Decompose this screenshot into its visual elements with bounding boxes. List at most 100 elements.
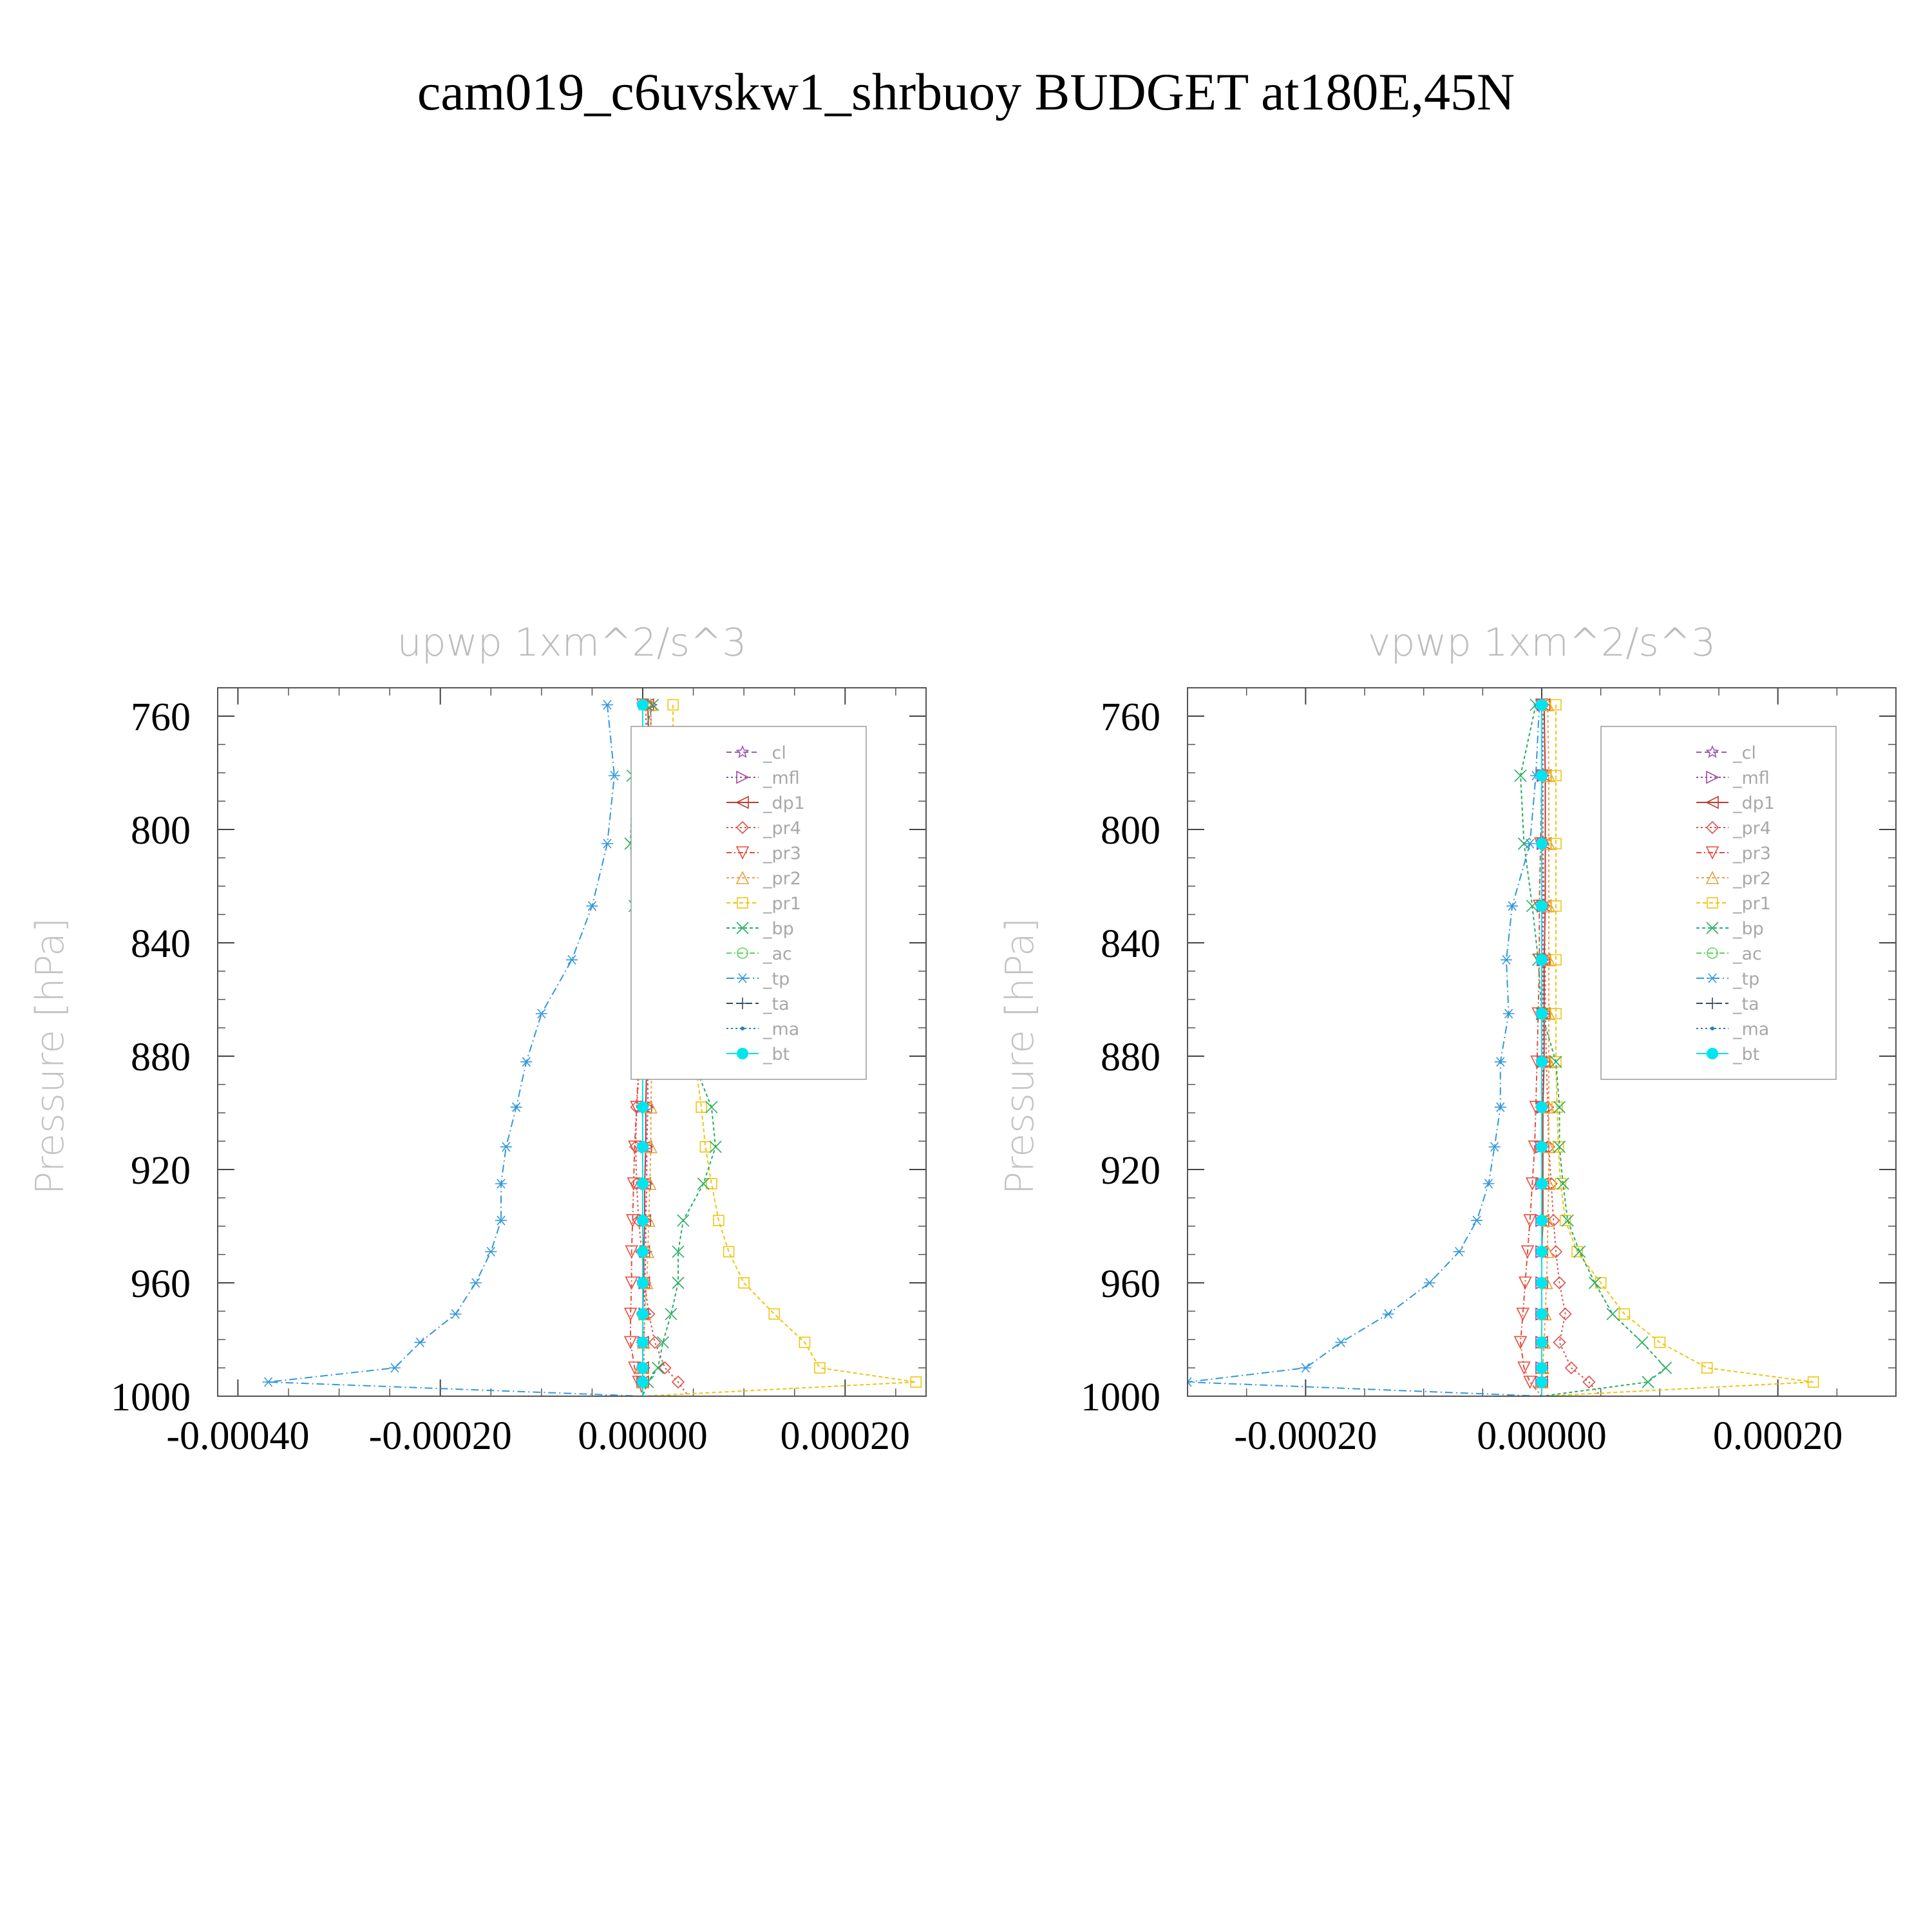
series-point-pr4 xyxy=(1558,1307,1572,1321)
vpwp-panel: vpwp 1xm^2/s^3 Pressure [hPa] 760 800 840 880… xyxy=(998,620,1897,1458)
series-point-pr3 xyxy=(1517,1361,1531,1375)
series-point-pr1 xyxy=(1550,954,1562,966)
legend-label: _cl xyxy=(762,743,786,763)
series-point-bt xyxy=(637,1376,649,1388)
series-point-tp xyxy=(500,1142,512,1152)
series-point-bp xyxy=(1549,1056,1562,1068)
series-point-tp xyxy=(1453,1247,1465,1257)
series-point-pr1 xyxy=(1571,1245,1583,1258)
y-tick-label: 960 xyxy=(1101,1262,1160,1306)
series-point-pr3 xyxy=(627,1177,641,1191)
series-point-bp xyxy=(1557,1177,1569,1190)
legend-label: _pr4 xyxy=(762,819,801,838)
series-point-pr3 xyxy=(1519,1276,1532,1290)
legend-label: _pr1 xyxy=(1732,894,1771,914)
legend-marker-ta xyxy=(737,998,748,1009)
series-point-pr3 xyxy=(1520,1245,1535,1259)
y-tick-label: 760 xyxy=(1101,696,1160,739)
series-point-pr1 xyxy=(1550,1008,1562,1019)
legend-label: _tp xyxy=(1732,969,1759,989)
x-tick-label: 0.00020 xyxy=(781,1414,911,1458)
series-point-pr1 xyxy=(1618,1308,1631,1320)
x-tick-label: -0.00020 xyxy=(369,1414,512,1458)
legend-label: _ma xyxy=(1732,1019,1769,1039)
series-point-bp xyxy=(697,1177,710,1190)
series-point-tp xyxy=(510,1102,522,1112)
x-tick-label: 0.00020 xyxy=(1713,1414,1843,1458)
y-tick-label: 840 xyxy=(131,922,191,966)
legend-marker-ma xyxy=(741,1027,744,1030)
legend-label: _mfl xyxy=(762,768,800,788)
series-point-bt xyxy=(637,1362,649,1374)
series-point-bt xyxy=(637,1277,649,1289)
series-point-bt xyxy=(637,699,649,711)
legend-marker-ta xyxy=(1707,998,1718,1009)
series-point-pr3 xyxy=(623,1336,638,1350)
legend-marker-bp xyxy=(736,922,749,934)
series-point-tp xyxy=(601,699,613,710)
series-point-pr1 xyxy=(1701,1362,1713,1374)
series-point-bp xyxy=(1606,1307,1619,1320)
x-tick-label: -0.00040 xyxy=(166,1414,309,1458)
series-point-pr1 xyxy=(1551,1101,1563,1113)
series-point-bp xyxy=(1636,1336,1649,1349)
figure-title: cam019_c6uvskw1_shrbuoy BUDGET at180E,45… xyxy=(417,62,1515,121)
legend-marker-dp1 xyxy=(1705,795,1719,810)
legend-marker-pr2 xyxy=(735,871,750,884)
legend-marker-dp1 xyxy=(735,795,749,810)
series-point-pr4 xyxy=(658,1361,672,1375)
legend-label: _bt xyxy=(762,1045,790,1065)
series-point-bt xyxy=(1536,1336,1548,1349)
series-point-tp xyxy=(1494,1057,1506,1067)
x-tick-label: -0.00020 xyxy=(1234,1414,1377,1458)
series-point-pr3 xyxy=(1513,1336,1528,1350)
series-point-bt xyxy=(1536,954,1548,966)
series-line-tp xyxy=(268,705,643,1396)
legend: _cl _mfl _dp1 _pr4 _pr3 _pr2 _pr1 _bp _ac _tp _ta _… xyxy=(630,726,867,1080)
legend-marker-bp xyxy=(1706,922,1719,934)
series-point-pr1 xyxy=(706,1178,717,1189)
series-point-bt xyxy=(1536,1362,1548,1374)
series-point-bp xyxy=(677,1214,690,1227)
series-point-bp xyxy=(1553,1101,1566,1113)
y-tick-label: 920 xyxy=(1101,1149,1160,1193)
series-point-tp xyxy=(495,1179,507,1189)
series-point-bt xyxy=(637,1245,649,1258)
y-tick-label: 760 xyxy=(131,696,191,739)
x-tick-label: 0.00000 xyxy=(1477,1414,1607,1458)
y-tick-label: 920 xyxy=(131,1149,191,1193)
series-point-bp xyxy=(1514,769,1527,782)
series-line-bp xyxy=(1519,705,1667,1396)
legend-label: _ac xyxy=(1732,944,1762,964)
series-point-pr3 xyxy=(625,1276,639,1290)
series-point-pr1 xyxy=(1654,1336,1666,1349)
series-point-tp xyxy=(414,1337,426,1347)
series-point-bp xyxy=(1659,1361,1672,1374)
series-point-bp xyxy=(672,1245,685,1258)
y-axis-label: Pressure [hPa] xyxy=(28,918,73,1195)
series-point-bt xyxy=(637,1215,649,1227)
series-point-tp xyxy=(1423,1278,1435,1288)
series-point-pr4 xyxy=(648,1336,661,1349)
series-point-tp xyxy=(1502,1009,1515,1019)
series-point-tp xyxy=(1524,838,1536,849)
legend-label: _tp xyxy=(762,969,790,989)
series-point-tp xyxy=(469,1278,482,1288)
y-tick-label: 840 xyxy=(1101,922,1160,966)
legend-marker-pr3 xyxy=(1705,846,1719,860)
series-point-pr3 xyxy=(623,1307,638,1321)
series-point-bp xyxy=(1588,1276,1602,1289)
legend-marker-ac xyxy=(1707,947,1718,959)
series-line-tp xyxy=(1188,705,1542,1396)
series-point-bt xyxy=(1536,1178,1548,1189)
series-point-bp xyxy=(672,1276,685,1289)
x-tick-label: 0.00000 xyxy=(578,1414,708,1458)
series-point-bp xyxy=(1561,1214,1574,1227)
series-point-pr1 xyxy=(696,1101,707,1113)
series-point-tp xyxy=(450,1309,462,1319)
series-point-pr1 xyxy=(1595,1277,1607,1289)
series-point-tp xyxy=(1300,1363,1312,1373)
y-tick-label: 1000 xyxy=(111,1376,191,1419)
legend-marker-mfl xyxy=(736,770,750,784)
plot-frame xyxy=(1187,687,1897,1397)
